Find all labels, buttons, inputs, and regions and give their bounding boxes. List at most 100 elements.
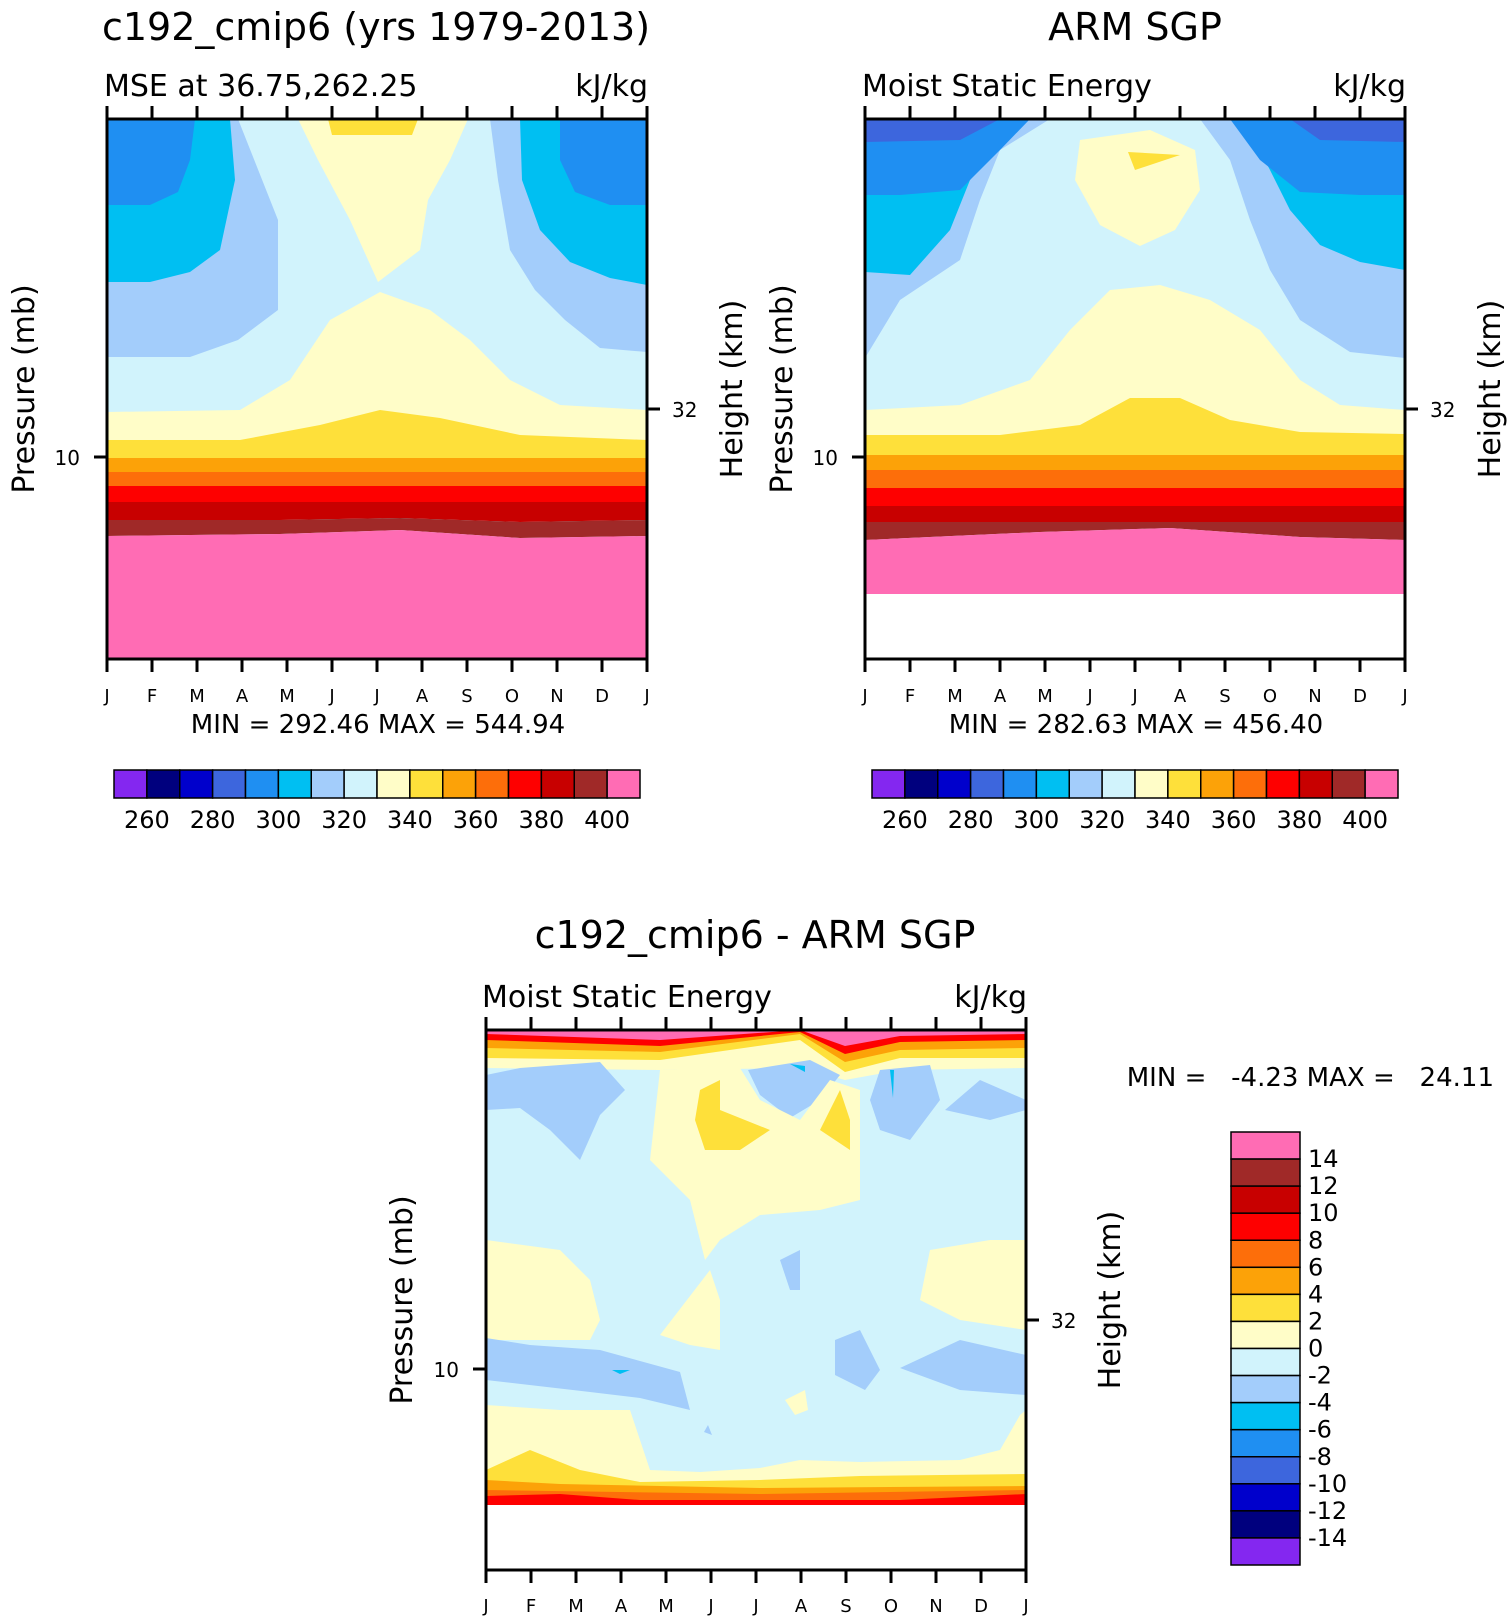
panel-obs: ARM SGP Moist Static Energy kJ/kg [765, 5, 1508, 834]
plot-area [863, 117, 1407, 661]
colorbar-swatch [211, 769, 247, 799]
panel-units: kJ/kg [575, 69, 648, 104]
contour-paleyellow-left [486, 1240, 600, 1340]
colorbar-swatch [1068, 769, 1103, 799]
colorbar-swatch [1230, 1158, 1301, 1187]
contour-yellow-band [865, 398, 1405, 455]
colorbar-swatch [540, 769, 575, 799]
month-label: J [707, 1596, 713, 1617]
contour-brown-band [107, 518, 647, 538]
ytick-right-label: 32 [1430, 398, 1455, 422]
month-label: J [1401, 686, 1407, 707]
month-label: A [795, 1596, 808, 1617]
colorbar-main: 260 280 300 320 340 360 380 400 [113, 769, 641, 834]
contour-orange-band [107, 458, 647, 472]
top-ticks [863, 106, 1407, 119]
month-label: M [189, 686, 205, 707]
colorbar-swatch [1230, 1456, 1301, 1485]
colorbar-swatch [1230, 1401, 1301, 1431]
panel-model: c192_cmip6 (yrs 1979-2013) MSE at 36.75,… [7, 5, 750, 834]
contour-deepsky-b [790, 1064, 805, 1072]
month-label: N [1308, 686, 1321, 707]
colorbar-label: 380 [518, 806, 564, 834]
month-label: N [550, 686, 563, 707]
contour-paleyellow-top [298, 119, 468, 282]
colorbar-swatch [1331, 769, 1366, 799]
contour-lightblue-tiny [704, 1425, 712, 1435]
contour-lightblue-b [748, 1060, 840, 1118]
ytick-left-label: 10 [813, 446, 838, 470]
colorbar-label: -2 [1308, 1362, 1332, 1390]
colorbar-label: -8 [1308, 1443, 1332, 1471]
colorbar-swatch [442, 769, 477, 799]
contour-lightblue-band-mid [835, 1330, 880, 1390]
colorbar-swatch [1230, 1374, 1301, 1404]
month-label: J [103, 686, 109, 707]
ytick-right-label: 32 [672, 398, 697, 422]
colorbar-swatch [1230, 1320, 1301, 1350]
colorbar-label: 280 [948, 806, 994, 834]
contour-brown-band [865, 522, 1405, 540]
colorbar-swatch [244, 769, 280, 799]
panel-diff: c192_cmip6 - ARM SGP Moist Static Energy… [385, 913, 1494, 1617]
contour-lightblue-c [870, 1065, 940, 1140]
colorbar-swatch [507, 769, 543, 799]
contour-red-band [107, 486, 647, 502]
contour-paleyellow-dome [107, 292, 647, 450]
colorbar-swatch [1230, 1212, 1301, 1241]
colorbar-swatch [113, 769, 148, 799]
colorbar-swatch [871, 769, 906, 799]
colorbar-swatch [1230, 1185, 1301, 1214]
colorbar-label: 400 [1342, 806, 1388, 834]
colorbar-swatch [1230, 1239, 1301, 1269]
month-label: D [595, 686, 609, 707]
contour-yellow-band [107, 410, 647, 458]
colorbar-label: 12 [1308, 1172, 1339, 1200]
colorbar-label: 320 [1079, 806, 1125, 834]
colorbar-label: 360 [1211, 806, 1257, 834]
colorbar-label: 300 [255, 806, 301, 834]
colorbar-swatch [1265, 769, 1301, 799]
month-label: M [279, 686, 295, 707]
colorbar-label: 14 [1308, 1145, 1339, 1173]
month-label: D [1353, 686, 1367, 707]
contour-deepsky-c [890, 1070, 894, 1098]
colorbar-label: 6 [1308, 1253, 1323, 1281]
panel-title: c192_cmip6 - ARM SGP [535, 913, 976, 957]
colorbar-swatch [1230, 1428, 1301, 1458]
month-label: M [568, 1596, 584, 1617]
contour-paleyellow-right [920, 1240, 1026, 1330]
panel-subtitle: Moist Static Energy [862, 69, 1152, 104]
colorbar-label: 380 [1276, 806, 1322, 834]
colorbar-swatch [146, 769, 181, 799]
month-label: J [373, 686, 379, 707]
contour-paleyellow-dome [865, 285, 1405, 450]
contour-darkorange-band [865, 470, 1405, 488]
colorbar-swatch [969, 769, 1005, 799]
contour-red-band [865, 488, 1405, 506]
colorbar-label: 10 [1308, 1199, 1339, 1227]
ylabel-right: Height (km) [715, 300, 750, 479]
colorbar-swatch [1232, 769, 1268, 799]
month-label: S [461, 686, 472, 707]
colorbar-swatch [1230, 1347, 1301, 1377]
colorbar-swatch [277, 769, 312, 799]
contour-lightblue-band-left [486, 1338, 690, 1410]
contour-dodger-right [560, 119, 647, 205]
contour-lightblue-mid [780, 1250, 800, 1290]
colorbar-swatch [1101, 769, 1136, 799]
ylabel-right: Height (km) [1473, 300, 1508, 479]
contour-lightblue-band-right [900, 1340, 1026, 1395]
panel-subtitle: Moist Static Energy [482, 980, 772, 1015]
month-label: O [1263, 686, 1277, 707]
colorbar-swatch [1230, 1510, 1301, 1539]
month-label: F [147, 686, 157, 707]
ylabel-left: Pressure (mb) [765, 284, 800, 493]
ylabel-left: Pressure (mb) [385, 1195, 420, 1404]
colorbar-label: 320 [321, 806, 367, 834]
contour-yellow-cap [1128, 152, 1180, 170]
contour-yellow-center-b [820, 1090, 850, 1150]
contour-royal-right [1290, 119, 1405, 142]
plot-area [105, 117, 649, 661]
